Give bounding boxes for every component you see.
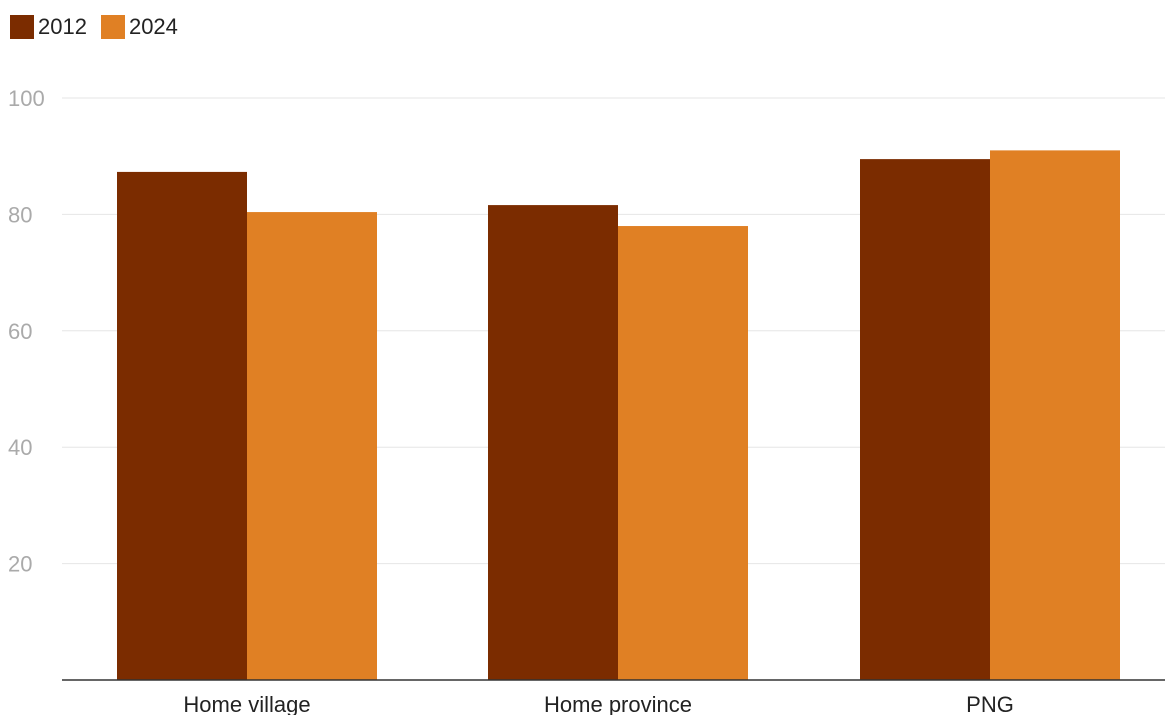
y-tick-label: 100 xyxy=(8,86,45,111)
legend-label-2012: 2012 xyxy=(38,14,87,39)
bar-2024-png xyxy=(990,150,1120,680)
x-category-label: PNG xyxy=(966,692,1014,715)
legend-item-2024: 2024 xyxy=(100,14,178,40)
legend-label-2024: 2024 xyxy=(128,14,178,39)
bar-2012-png xyxy=(860,159,990,681)
bars xyxy=(117,150,1120,681)
chart-legend: 2012 2024 xyxy=(10,14,178,40)
legend-item-2012: 2012 xyxy=(10,14,87,40)
y-tick-label: 20 xyxy=(8,552,32,577)
bar-2024-home-province xyxy=(618,226,748,681)
x-category-label: Home village xyxy=(183,692,310,715)
y-tick-label: 40 xyxy=(8,435,32,460)
bar-2024-home-village xyxy=(247,212,377,680)
bar-2012-home-village xyxy=(117,171,247,680)
legend-swatch-2024 xyxy=(100,15,125,39)
axes: 20 40 60 80 100 Home village Home province PNG xyxy=(8,86,1165,715)
legend-swatch-2012 xyxy=(10,15,34,39)
y-tick-label: 60 xyxy=(8,319,32,344)
bar-2012-home-province xyxy=(488,205,618,680)
x-category-label: Home province xyxy=(544,692,692,715)
y-tick-label: 80 xyxy=(8,202,32,227)
